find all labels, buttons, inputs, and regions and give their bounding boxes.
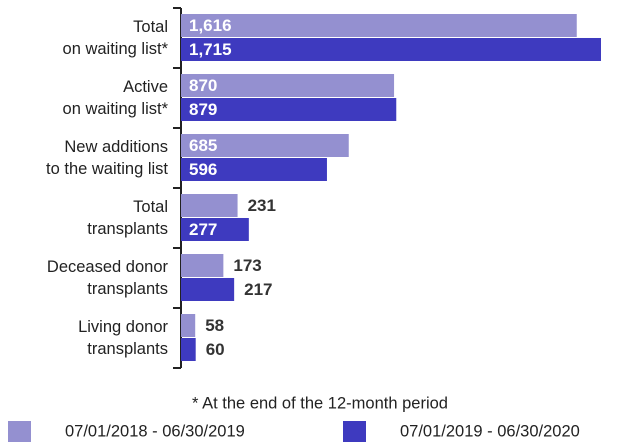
value-label: 685 (189, 136, 217, 155)
legend-swatch (343, 421, 366, 442)
bar (181, 98, 397, 121)
legend-label: 07/01/2018 - 06/30/2019 (65, 422, 245, 440)
category-label: New additions to the waiting list (46, 138, 168, 178)
bar (181, 218, 249, 241)
bar (181, 134, 349, 157)
bar (181, 74, 395, 97)
category-label: Deceased donor transplants (46, 258, 168, 298)
bar (181, 158, 327, 181)
value-label: 596 (189, 160, 217, 179)
value-label: 1,616 (189, 16, 232, 35)
value-label: 1,715 (189, 40, 232, 59)
value-label: 217 (244, 280, 272, 299)
category-label: Total transplants (87, 198, 168, 238)
bar (181, 38, 601, 61)
value-label: 231 (248, 196, 276, 215)
bar (181, 14, 577, 37)
category-label: Active on waiting list* (62, 78, 168, 118)
footnote: * At the end of the 12-month period (192, 394, 448, 412)
legend-label: 07/01/2019 - 06/30/2020 (400, 422, 580, 440)
value-label: 879 (189, 100, 217, 119)
category-label: Living donor transplants (78, 318, 168, 358)
value-label: 60 (206, 340, 225, 359)
bar (181, 338, 196, 361)
bar (181, 278, 235, 301)
value-label: 870 (189, 76, 217, 95)
value-label: 277 (189, 220, 217, 239)
value-label: 173 (233, 256, 261, 275)
bar (181, 314, 196, 337)
category-label: Total on waiting list* (62, 18, 168, 58)
value-label: 58 (205, 316, 224, 335)
bar (181, 194, 238, 217)
legend-swatch (8, 421, 31, 442)
bar (181, 254, 224, 277)
